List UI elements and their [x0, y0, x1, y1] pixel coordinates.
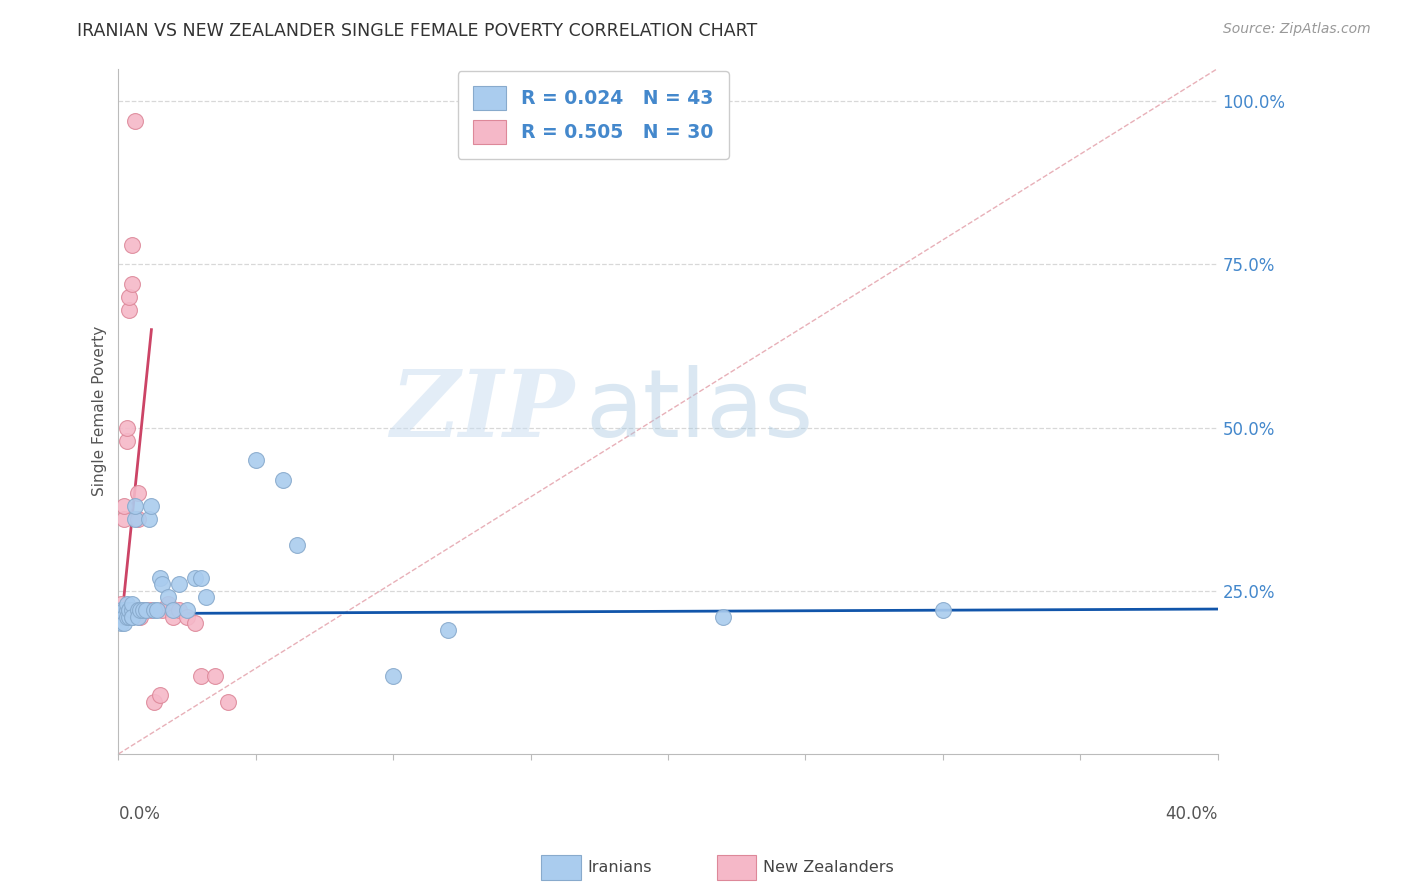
Point — [127, 603, 149, 617]
Point — [121, 603, 143, 617]
Point — [115, 610, 138, 624]
Point — [124, 499, 146, 513]
Point — [135, 603, 157, 617]
Y-axis label: Single Female Poverty: Single Female Poverty — [93, 326, 107, 496]
Point — [217, 695, 239, 709]
Point — [112, 512, 135, 526]
Point — [121, 610, 143, 624]
Point — [167, 603, 190, 617]
Point — [204, 668, 226, 682]
Point — [149, 571, 172, 585]
Point — [156, 591, 179, 605]
Text: Iranians: Iranians — [588, 860, 652, 874]
Point — [190, 668, 212, 682]
Point — [118, 610, 141, 624]
Point — [110, 603, 132, 617]
Point — [129, 603, 152, 617]
Point — [711, 610, 734, 624]
Legend: R = 0.024   N = 43, R = 0.505   N = 30: R = 0.024 N = 43, R = 0.505 N = 30 — [457, 71, 728, 159]
Point — [115, 597, 138, 611]
Point — [146, 603, 169, 617]
Point — [124, 113, 146, 128]
Point — [932, 603, 955, 617]
Point — [121, 237, 143, 252]
Point — [176, 610, 198, 624]
Text: IRANIAN VS NEW ZEALANDER SINGLE FEMALE POVERTY CORRELATION CHART: IRANIAN VS NEW ZEALANDER SINGLE FEMALE P… — [77, 22, 758, 40]
Point — [141, 499, 163, 513]
Point — [285, 538, 308, 552]
Point — [138, 512, 160, 526]
Point — [121, 277, 143, 291]
Point — [110, 616, 132, 631]
Point — [127, 486, 149, 500]
Text: New Zealanders: New Zealanders — [763, 860, 894, 874]
Point — [110, 603, 132, 617]
Text: 0.0%: 0.0% — [118, 805, 160, 823]
Point — [110, 597, 132, 611]
Point — [118, 290, 141, 304]
Point — [162, 610, 184, 624]
Point — [190, 571, 212, 585]
Point — [437, 623, 460, 637]
Point — [118, 603, 141, 617]
Point — [143, 603, 166, 617]
Point — [152, 577, 174, 591]
Point — [124, 512, 146, 526]
Point — [112, 603, 135, 617]
Text: Source: ZipAtlas.com: Source: ZipAtlas.com — [1223, 22, 1371, 37]
Point — [176, 603, 198, 617]
Point — [129, 603, 152, 617]
Point — [115, 434, 138, 448]
Point — [184, 571, 207, 585]
Point — [135, 603, 157, 617]
Point — [115, 420, 138, 434]
Point — [184, 616, 207, 631]
Text: atlas: atlas — [586, 365, 814, 458]
Point — [112, 610, 135, 624]
Point — [121, 597, 143, 611]
Point — [127, 610, 149, 624]
Point — [129, 610, 152, 624]
Point — [115, 603, 138, 617]
Point — [124, 603, 146, 617]
Point — [152, 603, 174, 617]
Point — [141, 603, 163, 617]
Point — [127, 512, 149, 526]
Point — [132, 603, 155, 617]
Point — [156, 597, 179, 611]
Point — [118, 603, 141, 617]
Point — [132, 603, 155, 617]
Point — [195, 591, 218, 605]
Point — [167, 577, 190, 591]
Text: 40.0%: 40.0% — [1166, 805, 1218, 823]
Point — [110, 610, 132, 624]
Point — [273, 473, 295, 487]
Point — [382, 668, 405, 682]
Text: ZIP: ZIP — [391, 367, 575, 456]
Point — [162, 603, 184, 617]
Point — [149, 688, 172, 702]
Point — [112, 616, 135, 631]
Point — [118, 303, 141, 318]
Point — [143, 695, 166, 709]
Point — [245, 453, 267, 467]
Point — [112, 499, 135, 513]
Point — [121, 610, 143, 624]
